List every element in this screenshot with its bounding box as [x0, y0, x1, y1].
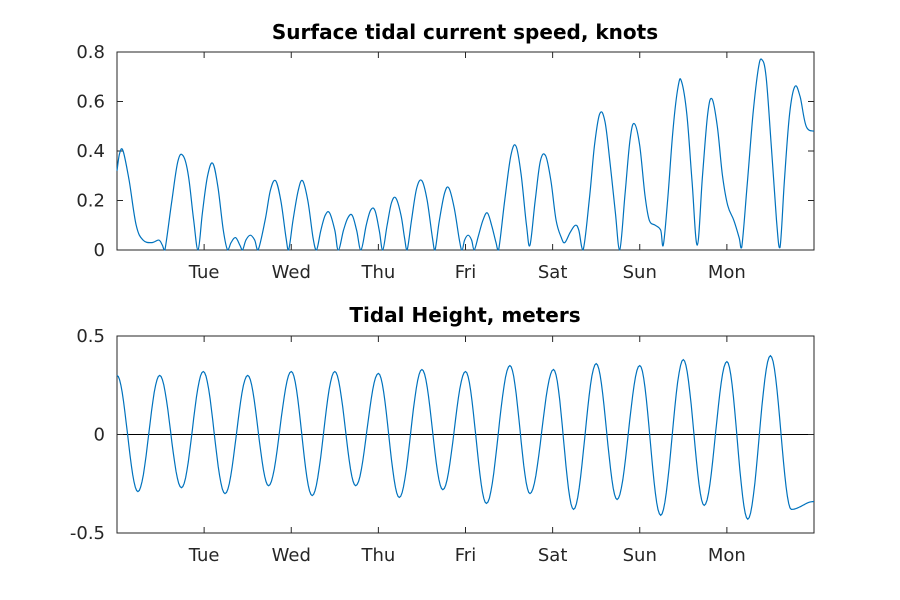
- current-speed-y-ticks: 0 0.2 0.4 0.6 0.8: [76, 42, 814, 261]
- tidal-height-y-ticks: -0.5 0 0.5: [70, 326, 814, 544]
- y-tick-label: 0.6: [76, 92, 105, 113]
- tidal-height-x-ticks: Tue Wed Thu Fri Sat Sun Mon: [188, 336, 746, 566]
- x-tick-label: Fri: [455, 545, 476, 566]
- y-tick-label: 0: [94, 425, 105, 446]
- current-speed-panel: Surface tidal current speed, knots 00.20…: [76, 20, 815, 283]
- x-tick-label: Tue: [188, 545, 220, 566]
- current-speed-title: Surface tidal current speed, knots: [272, 20, 658, 44]
- y-tick-label: 0.4: [76, 141, 105, 162]
- tidal-height-panel: Tidal Height, meters -0.5 0 0.5 Tue Wed Thu F…: [70, 303, 815, 566]
- x-tick-label: Sat: [538, 545, 568, 566]
- current-speed-series-line: [116, 58, 815, 251]
- x-tick-label: Thu: [360, 262, 395, 283]
- current-speed-axes: [116, 51, 815, 251]
- y-tick-label: 0.2: [76, 191, 105, 212]
- x-tick-label: Sun: [623, 262, 657, 283]
- x-tick-label: Wed: [272, 545, 311, 566]
- tidal-height-series-line: [116, 354, 815, 521]
- x-tick-label: Mon: [708, 545, 746, 566]
- y-tick-label: 0: [94, 240, 105, 261]
- y-tick-label: 0.5: [76, 326, 105, 347]
- x-tick-label: Wed: [272, 262, 311, 283]
- y-tick-label: -0.5: [70, 523, 105, 544]
- x-tick-label: Mon: [708, 262, 746, 283]
- x-tick-label: Sun: [623, 545, 657, 566]
- y-tick-label: 0.8: [76, 42, 105, 63]
- x-tick-label: Sat: [538, 262, 568, 283]
- current-speed-x-ticks: Tue Wed Thu Fri Sat Sun Mon: [188, 52, 746, 283]
- x-tick-label: Fri: [455, 262, 476, 283]
- x-tick-label: Thu: [360, 545, 395, 566]
- x-tick-label: Tue: [188, 262, 220, 283]
- tidal-height-title: Tidal Height, meters: [349, 303, 580, 327]
